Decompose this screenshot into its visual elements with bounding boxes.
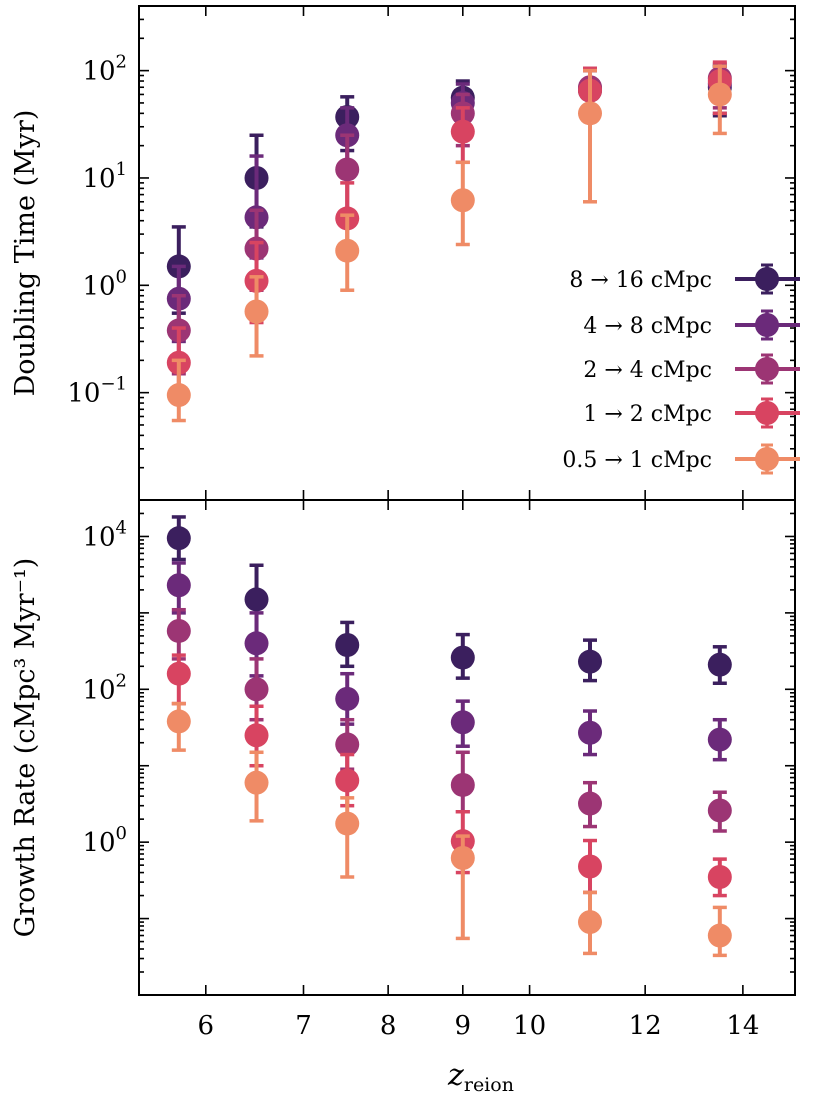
x-tick-label: 10: [513, 1011, 546, 1041]
data-point: [707, 864, 732, 889]
legend-label: 2 → 4 cMpc: [583, 358, 712, 383]
x-axis-label: zreion: [447, 1058, 514, 1096]
y-tick-label: 102: [82, 52, 127, 87]
data-point: [244, 587, 269, 612]
legend-item: 0.5 → 1 cMpc: [562, 443, 800, 475]
data-point: [707, 798, 732, 823]
legend-label: 4 → 8 cMpc: [583, 314, 712, 339]
series-8-16-cmpc: [166, 515, 732, 686]
data-point: [578, 101, 603, 126]
data-point: [335, 811, 360, 836]
legend-marker: [755, 447, 779, 471]
data-point: [707, 82, 732, 107]
legend-marker: [755, 313, 779, 337]
data-point: [707, 652, 732, 677]
series-1-2-cmpc: [166, 60, 732, 405]
data-point: [244, 299, 269, 324]
data-point: [335, 686, 360, 711]
x-tick-label: 7: [295, 1011, 312, 1041]
data-point: [166, 573, 191, 598]
data-point: [166, 526, 191, 551]
data-point: [578, 854, 603, 879]
panel-growth: 100 102 104 Growth Rate (cMpc³ Myr⁻¹): [10, 499, 796, 996]
legend-item: 8 → 16 cMpc: [569, 263, 800, 295]
data-point: [578, 720, 603, 745]
series-2-4-cmpc: [166, 607, 732, 833]
x-tick-label: 6: [198, 1011, 215, 1041]
series-4-8-cmpc: [166, 561, 732, 762]
data-point: [166, 661, 191, 686]
data-point: [450, 645, 475, 670]
data-point: [450, 846, 475, 871]
data-point: [166, 618, 191, 643]
y-tick-label: 101: [82, 159, 127, 194]
legend-item: 4 → 8 cMpc: [583, 309, 800, 341]
data-point: [578, 791, 603, 816]
data-point: [450, 710, 475, 735]
y-axis-label: Doubling Time (Myr): [10, 110, 41, 397]
x-tick-label: 8: [380, 1011, 397, 1041]
data-point: [450, 119, 475, 144]
data-point: [578, 649, 603, 674]
legend-label: 0.5 → 1 cMpc: [562, 448, 712, 473]
y-tick-label: 10−1: [67, 374, 127, 409]
panel-doubling: 10−1 100 101 102 Doubling Time (Myr): [10, 5, 796, 501]
data-point: [450, 188, 475, 213]
data-point: [166, 709, 191, 734]
series-0-5-1-cmpc: [166, 701, 732, 958]
series-4-8-cmpc: [166, 64, 732, 344]
panel-frame: [138, 499, 796, 996]
y-tick-label: 100: [82, 266, 127, 301]
legend-marker: [755, 357, 779, 381]
x-tick-label: 12: [629, 1011, 662, 1041]
data-point: [244, 770, 269, 795]
data-point: [335, 732, 360, 757]
legend-marker: [755, 401, 779, 425]
data-point: [244, 677, 269, 702]
data-point: [578, 910, 603, 935]
legend-item: 1 → 2 cMpc: [583, 397, 800, 429]
series-0-5-1-cmpc: [166, 64, 732, 423]
legend-label: 8 → 16 cMpc: [569, 268, 712, 293]
y-axis-label: Growth Rate (cMpc³ Myr⁻¹): [10, 558, 41, 938]
legend-label: 1 → 2 cMpc: [583, 402, 712, 427]
x-tick-label: 14: [726, 1011, 759, 1041]
y-tick-label: 100: [82, 823, 127, 858]
data-point: [335, 238, 360, 263]
data-point: [244, 723, 269, 748]
data-point: [335, 768, 360, 793]
data-point: [244, 631, 269, 656]
y-tick-label: 102: [82, 670, 127, 705]
legend-item: 2 → 4 cMpc: [583, 353, 800, 385]
data-point: [335, 157, 360, 182]
data-point: [707, 923, 732, 948]
data-point: [450, 772, 475, 797]
data-point: [335, 632, 360, 657]
data-point: [707, 727, 732, 752]
legend: 8 → 16 cMpc 4 → 8 cMpc 2 → 4 cMpc 1 → 2 cMp…: [562, 263, 800, 475]
y-tick-label: 104: [82, 517, 127, 552]
legend-marker: [755, 267, 779, 291]
data-point: [166, 383, 191, 408]
x-tick-label: 9: [455, 1011, 472, 1041]
